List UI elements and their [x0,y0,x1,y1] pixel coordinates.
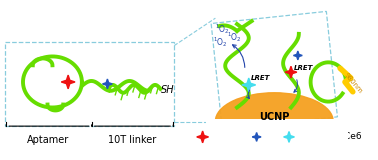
Text: Activated Ce6: Activated Ce6 [298,132,361,141]
Text: 980nm: 980nm [342,72,363,95]
Ellipse shape [215,93,333,150]
Polygon shape [61,75,75,89]
Text: TAMRA: TAMRA [211,132,242,141]
Polygon shape [284,132,294,142]
Text: $^1$O$_2$: $^1$O$_2$ [227,30,242,44]
Polygon shape [293,51,302,60]
FancyArrowPatch shape [232,45,245,67]
Bar [206,119,348,159]
Text: LRET: LRET [294,65,313,71]
Text: Aptamer: Aptamer [27,135,70,145]
Text: Ce6: Ce6 [265,132,282,141]
Polygon shape [285,66,297,78]
Polygon shape [242,78,256,92]
Text: UCNP: UCNP [259,112,290,122]
Text: LRET: LRET [251,75,270,81]
Polygon shape [197,131,209,143]
Text: SH: SH [161,85,175,95]
Bar [5,42,174,126]
Polygon shape [252,132,261,141]
Text: $^1$O$_2$: $^1$O$_2$ [215,23,230,36]
FancyArrowPatch shape [246,90,250,99]
Polygon shape [102,79,112,89]
FancyArrowPatch shape [294,80,297,92]
Text: 10T linker: 10T linker [108,135,156,145]
Text: $^1$O$_2$: $^1$O$_2$ [214,35,228,49]
